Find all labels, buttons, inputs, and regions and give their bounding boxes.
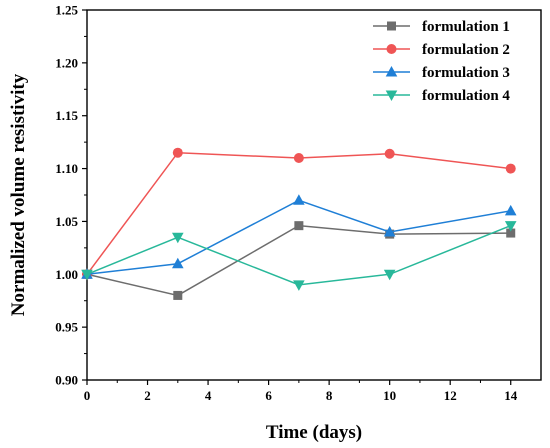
series-layer bbox=[81, 147, 517, 300]
x-tick-label: 8 bbox=[326, 388, 333, 403]
legend: formulation 1 formulation 2 formulation 3 f… bbox=[373, 19, 510, 104]
x-tick-label: 10 bbox=[383, 388, 396, 403]
series-line bbox=[86, 151, 511, 275]
series-2 bbox=[82, 147, 516, 280]
y-tick-label: 0.95 bbox=[55, 320, 78, 335]
legend-item: formulation 1 bbox=[373, 19, 510, 35]
data-point bbox=[506, 228, 516, 238]
legend-marker bbox=[387, 21, 396, 31]
y-tick-label: 1.05 bbox=[55, 214, 78, 229]
legend-marker bbox=[385, 90, 398, 101]
y-tick-label: 1.20 bbox=[55, 55, 78, 70]
data-point bbox=[383, 269, 396, 281]
x-tick-label: 14 bbox=[504, 388, 518, 403]
series-line bbox=[86, 199, 511, 276]
data-point bbox=[173, 290, 183, 300]
y-tick-label: 1.25 bbox=[55, 3, 78, 18]
legend-item: formulation 4 bbox=[373, 88, 510, 104]
series-3 bbox=[81, 194, 517, 279]
series-line bbox=[86, 224, 512, 286]
series-4 bbox=[81, 221, 517, 291]
x-tick-label: 2 bbox=[144, 388, 151, 403]
data-point bbox=[172, 257, 184, 269]
data-point bbox=[383, 226, 396, 237]
data-point bbox=[294, 221, 304, 231]
legend-label: formulation 1 bbox=[422, 19, 510, 35]
x-axis: 0 2 4 6 8 10 12 14 bbox=[84, 380, 518, 403]
y-axis: 0.90 0.95 1.00 1.05 1.10 1.15 1.20 1.25 bbox=[55, 3, 87, 388]
legend-marker bbox=[385, 66, 398, 77]
x-tick-label: 12 bbox=[444, 388, 457, 403]
data-point bbox=[505, 163, 516, 174]
legend-label: formulation 3 bbox=[422, 65, 510, 81]
data-point bbox=[504, 204, 517, 216]
y-tick-label: 1.15 bbox=[55, 108, 78, 123]
data-point bbox=[293, 153, 304, 163]
x-tick-label: 0 bbox=[84, 388, 91, 403]
x-tick-label: 6 bbox=[265, 388, 272, 403]
x-axis-title: Time (days) bbox=[266, 422, 362, 443]
legend-label: formulation 2 bbox=[422, 42, 510, 58]
data-point bbox=[172, 232, 184, 244]
data-point bbox=[293, 280, 305, 291]
x-tick-label: 4 bbox=[205, 388, 212, 403]
y-tick-label: 1.10 bbox=[55, 161, 78, 176]
legend-label: formulation 4 bbox=[422, 88, 510, 104]
y-tick-label: 1.00 bbox=[55, 267, 78, 282]
legend-item: formulation 3 bbox=[373, 65, 510, 81]
legend-item: formulation 2 bbox=[373, 42, 510, 58]
data-point bbox=[293, 194, 305, 205]
legend-marker bbox=[386, 44, 397, 54]
data-point bbox=[172, 147, 183, 158]
y-tick-label: 0.90 bbox=[55, 373, 78, 388]
data-point bbox=[384, 148, 395, 159]
data-point bbox=[81, 269, 93, 281]
data-point bbox=[504, 221, 517, 232]
y-axis-title: Normalized volume resistivity bbox=[8, 73, 29, 316]
